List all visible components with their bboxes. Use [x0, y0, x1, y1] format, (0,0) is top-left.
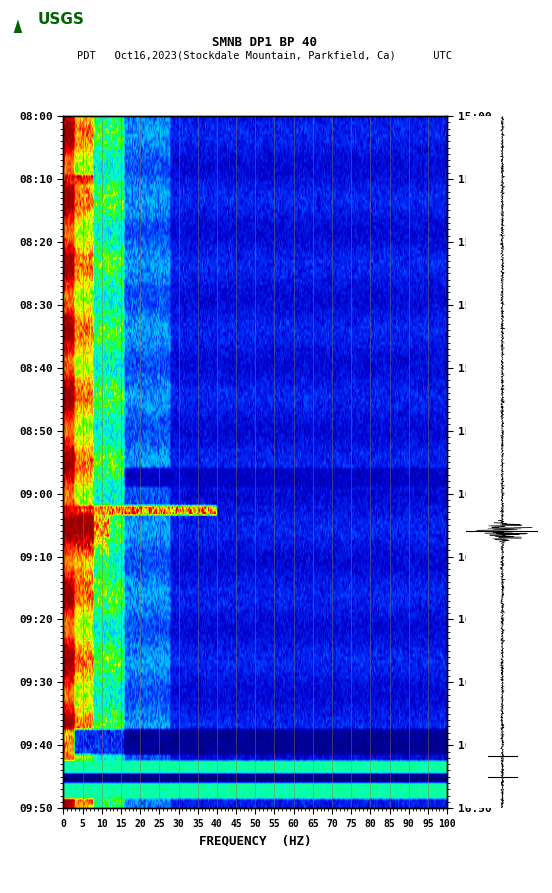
X-axis label: FREQUENCY  (HZ): FREQUENCY (HZ): [199, 834, 311, 847]
Polygon shape: [6, 6, 30, 33]
Text: SMNB DP1 BP 40: SMNB DP1 BP 40: [213, 36, 317, 49]
Text: PDT   Oct16,2023(Stockdale Mountain, Parkfield, Ca)      UTC: PDT Oct16,2023(Stockdale Mountain, Parkf…: [77, 50, 453, 60]
Text: USGS: USGS: [38, 13, 84, 27]
